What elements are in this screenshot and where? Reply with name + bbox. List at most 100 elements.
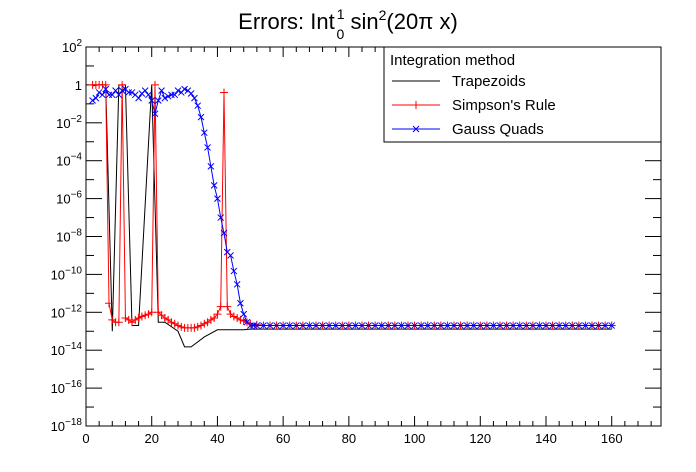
data-point-gauss-quads [555, 322, 563, 329]
data-point-simpson-s-rule [220, 88, 228, 97]
data-point-simpson-s-rule [223, 302, 232, 311]
data-point-gauss-quads [95, 89, 103, 96]
data-point-simpson-s-rule [177, 322, 186, 331]
data-point-simpson-s-rule [236, 315, 245, 324]
data-point-gauss-quads [135, 94, 142, 102]
data-point-gauss-quads [191, 94, 198, 102]
data-point-simpson-s-rule [170, 319, 179, 328]
data-point-gauss-quads [112, 87, 119, 94]
data-point-gauss-quads [240, 310, 248, 318]
data-point-simpson-s-rule [210, 314, 219, 323]
chart-title: Errors: Int 1 0 sin2(20π x) [238, 6, 458, 42]
data-point-gauss-quads [562, 322, 570, 329]
data-point-gauss-quads [108, 91, 116, 99]
data-point-gauss-quads [214, 195, 221, 202]
data-point-gauss-quads [509, 322, 517, 329]
data-point-gauss-quads [470, 322, 478, 329]
data-point-gauss-quads [194, 102, 202, 110]
legend-entries: Trapezoids Simpson's Rule Gauss Quads [392, 73, 556, 138]
title-argument: (20π x) [386, 9, 457, 34]
data-point-gauss-quads [246, 322, 254, 329]
data-point-gauss-quads [437, 322, 445, 329]
data-point-simpson-s-rule [193, 322, 202, 331]
y-tick-label: 10−8 [56, 228, 82, 245]
data-point-gauss-quads [319, 322, 326, 329]
data-point-gauss-quads [325, 322, 333, 329]
data-point-gauss-quads [424, 322, 432, 329]
data-point-gauss-quads [273, 322, 280, 329]
data-point-simpson-s-rule [246, 319, 255, 328]
series-gauss-quads [89, 85, 616, 329]
data-point-gauss-quads [371, 322, 379, 329]
y-tick-label: 10−14 [51, 341, 83, 358]
data-point-gauss-quads [398, 322, 405, 329]
data-point-gauss-quads [207, 163, 215, 170]
data-point-gauss-quads [237, 299, 244, 307]
data-point-gauss-quads [542, 322, 550, 329]
data-point-gauss-quads [378, 322, 386, 329]
data-point-gauss-quads [250, 322, 257, 329]
data-point-gauss-quads [279, 322, 287, 329]
data-point-gauss-quads [338, 322, 346, 329]
data-point-gauss-quads [430, 322, 438, 329]
data-point-gauss-quads [200, 129, 208, 137]
data-point-gauss-quads [102, 85, 110, 93]
data-point-gauss-quads [161, 94, 169, 102]
data-point-gauss-quads [286, 322, 294, 329]
legend-label: Simpson's Rule [452, 97, 556, 114]
data-point-gauss-quads [217, 214, 225, 221]
y-tick-label: 10−12 [51, 303, 83, 320]
data-point-simpson-s-rule [121, 314, 130, 323]
data-point-gauss-quads [404, 322, 412, 329]
data-point-gauss-quads [151, 110, 159, 118]
data-point-gauss-quads [358, 322, 366, 329]
data-point-gauss-quads [312, 322, 320, 329]
legend-box [383, 46, 662, 143]
data-point-gauss-quads [457, 322, 464, 329]
data-point-gauss-quads [260, 322, 267, 329]
data-point-gauss-quads [496, 322, 504, 329]
data-point-simpson-s-rule [151, 80, 159, 89]
data-point-simpson-s-rule [206, 315, 215, 324]
data-point-gauss-quads [210, 182, 218, 189]
data-point-simpson-s-rule [134, 314, 143, 323]
axes-layer: 0 20 40 60 80 100 120 140 160 10−18 10−16 10−14 10−1… [51, 38, 661, 446]
data-point-gauss-quads [105, 91, 113, 99]
data-point-simpson-s-rule [141, 311, 150, 320]
data-point-gauss-quads [99, 91, 106, 99]
data-point-gauss-quads [187, 90, 195, 97]
data-point-gauss-quads [536, 322, 543, 329]
y-tick-label: 102 [62, 38, 82, 55]
x-tick-label: 80 [342, 431, 356, 446]
y-tick-label: 10−10 [51, 265, 83, 282]
data-point-gauss-quads [118, 87, 126, 94]
data-point-simpson-s-rule [167, 318, 176, 327]
data-point-gauss-quads [292, 322, 300, 329]
data-point-gauss-quads [595, 322, 602, 329]
data-point-gauss-quads [529, 322, 537, 329]
data-point-simpson-s-rule [114, 318, 123, 327]
data-point-simpson-s-rule [197, 321, 205, 330]
data-point-gauss-quads [384, 322, 392, 329]
data-point-gauss-quads [128, 89, 136, 96]
data-point-simpson-s-rule [118, 80, 127, 89]
data-point-simpson-s-rule [144, 310, 153, 319]
title-prefix: Errors: Int [238, 9, 335, 34]
data-point-gauss-quads [352, 322, 359, 329]
series-layer [88, 80, 616, 348]
data-point-gauss-quads [171, 91, 179, 99]
data-point-gauss-quads [601, 322, 609, 329]
data-point-gauss-quads [253, 322, 261, 329]
y-tick-label: 10−6 [56, 190, 82, 207]
data-point-gauss-quads [204, 144, 211, 151]
data-point-simpson-s-rule [233, 314, 242, 323]
data-point-gauss-quads [227, 252, 234, 259]
x-tick-label: 40 [210, 431, 224, 446]
data-point-gauss-quads [233, 280, 241, 288]
legend-entry-trapezoids: Trapezoids [392, 73, 526, 90]
data-point-simpson-s-rule [174, 321, 182, 330]
x-tick-label: 100 [404, 431, 426, 446]
data-point-gauss-quads [299, 322, 307, 329]
legend-label: Trapezoids [452, 73, 526, 90]
